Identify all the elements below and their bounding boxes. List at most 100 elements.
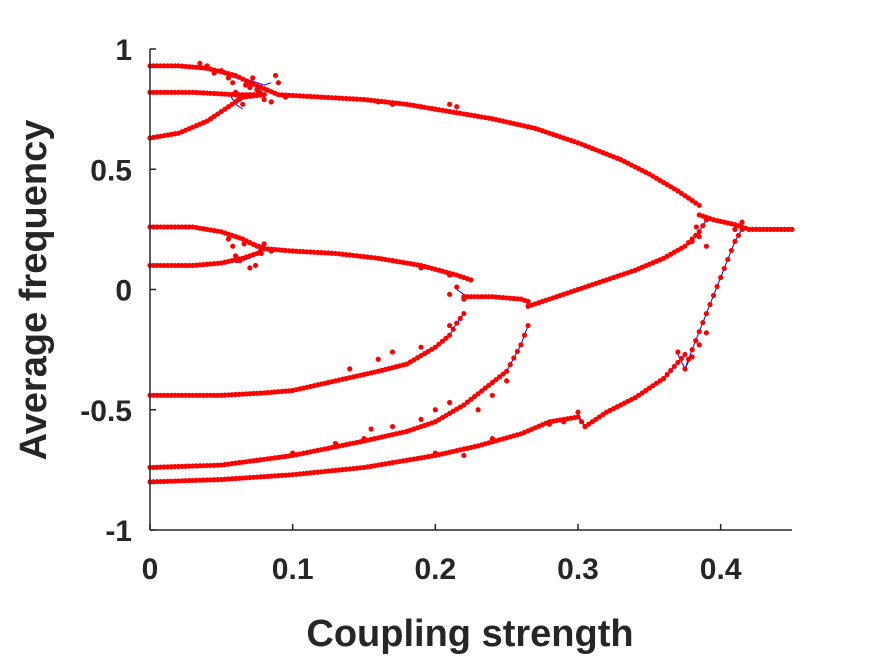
scatter-point: [504, 378, 510, 384]
scatter-point: [432, 407, 438, 413]
branch-point: [168, 63, 174, 69]
scatter-point: [732, 226, 738, 232]
scatter-point: [418, 104, 424, 110]
branch-point: [468, 294, 474, 300]
branch-point: [514, 348, 520, 355]
branch-point: [746, 226, 752, 232]
scatter-point: [225, 75, 232, 81]
branch-point: [457, 315, 463, 321]
branch-point: [486, 294, 492, 300]
scatter-point: [739, 219, 745, 225]
branch-point: [732, 238, 738, 244]
branch-point: [443, 335, 449, 341]
scatter-point: [475, 407, 481, 413]
branch-point: [789, 226, 795, 232]
branch-point: [150, 262, 157, 269]
scatter-point: [461, 296, 467, 302]
branch-point: [150, 224, 157, 230]
branch-point: [454, 320, 460, 326]
branch-point: [183, 224, 189, 230]
branch-point: [165, 89, 171, 95]
scatter-point: [389, 258, 396, 264]
branch-point: [193, 392, 199, 398]
branch-point: [261, 246, 267, 252]
branch-point: [511, 355, 517, 361]
branch-point: [183, 262, 189, 269]
tick-layer: 0 0.1 0.2 0.3 0.4 -1 -0.5 0 0.5 1: [80, 34, 742, 586]
scatter-point: [272, 72, 279, 79]
branch-point: [710, 292, 717, 299]
scatter-point: [233, 253, 239, 259]
scatter-point: [257, 89, 263, 95]
branch-point: [682, 351, 688, 358]
scatter-point: [693, 224, 700, 230]
y-tick-label: 1: [115, 34, 132, 67]
branch-point: [261, 92, 267, 98]
branch-point: [525, 298, 531, 305]
scatter-point: [261, 96, 267, 103]
scatter-point: [447, 322, 453, 329]
branch-point: [689, 347, 695, 353]
scatter-point: [247, 265, 253, 271]
branch-point: [179, 392, 185, 398]
branch-point: [168, 262, 174, 269]
branch-point: [432, 344, 438, 350]
branch-point: [461, 310, 467, 317]
scatter-point: [546, 421, 553, 427]
branch-point: [721, 265, 727, 272]
branch-point: [782, 226, 788, 232]
scatter-point: [225, 236, 232, 242]
scatter-point: [575, 409, 581, 415]
scatter-point: [703, 330, 710, 336]
branch-point: [464, 399, 471, 405]
scatter-point: [418, 416, 424, 422]
branch-point: [482, 385, 488, 391]
branch-point: [179, 89, 185, 95]
branch-point: [753, 226, 759, 232]
branch-point: [172, 262, 178, 269]
branch-point: [682, 243, 688, 249]
scatter-point: [696, 342, 702, 348]
branch-point: [175, 262, 182, 269]
x-tick-label: 0.3: [557, 553, 599, 586]
scatter-point: [389, 423, 396, 430]
branch-point: [768, 226, 774, 232]
scatter-point: [418, 265, 424, 271]
branch-point: [186, 262, 192, 269]
branch-point: [165, 63, 171, 69]
branch-point: [682, 366, 688, 372]
branch-point: [172, 224, 178, 230]
branch-point: [175, 224, 182, 230]
scatter-point: [237, 258, 243, 264]
scatter-point: [268, 248, 274, 254]
branch-point: [158, 392, 164, 398]
branch-point: [678, 355, 685, 362]
branch-point: [475, 294, 481, 300]
branch-point: [471, 393, 478, 400]
scatter-point: [389, 101, 396, 107]
scatter-point: [454, 284, 460, 290]
branch-point: [161, 392, 167, 398]
plot-area: [147, 60, 795, 485]
scatter-point: [375, 356, 381, 362]
scatter-point: [197, 60, 203, 67]
branch-point: [165, 392, 171, 398]
branch-point: [700, 223, 706, 229]
branch-point: [450, 326, 456, 332]
branch-point: [150, 63, 157, 69]
branch-point: [154, 89, 160, 95]
branch-point: [447, 332, 453, 338]
branch-point: [154, 63, 160, 69]
branch-point: [161, 63, 167, 69]
branch-point: [179, 224, 185, 230]
branch-point: [175, 89, 182, 95]
scatter-point: [252, 262, 259, 269]
branch-point: [154, 392, 160, 398]
branch-point: [172, 63, 178, 69]
scatter-point: [447, 291, 453, 297]
branch-point: [728, 247, 734, 254]
scatter-point: [454, 104, 460, 110]
scatter-point: [264, 87, 270, 93]
branch-point: [158, 63, 164, 69]
scatter-point: [247, 84, 253, 91]
